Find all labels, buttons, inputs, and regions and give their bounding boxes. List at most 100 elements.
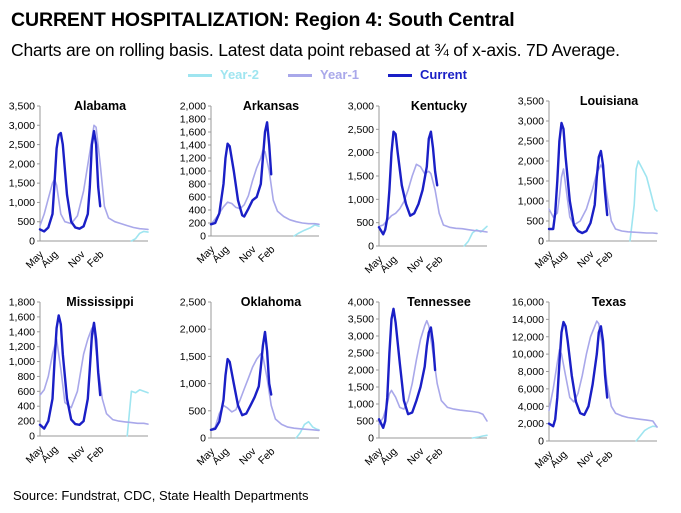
- series-line-current: [377, 130, 439, 236]
- y-tick-label: 600: [17, 386, 35, 398]
- y-tick-label: 0: [538, 436, 544, 448]
- y-tick-label: 4,000: [348, 297, 374, 309]
- y-tick-label: 400: [188, 205, 206, 217]
- y-tick-label: 500: [17, 216, 35, 228]
- y-tick-label: 10,000: [512, 349, 544, 361]
- series-line-current: [377, 307, 437, 429]
- y-tick-label: 500: [356, 217, 374, 229]
- series-line-year-1: [378, 163, 488, 233]
- y-tick-label: 0: [29, 431, 35, 443]
- chart-title: Tennessee: [407, 295, 471, 309]
- y-tick-label: 1,800: [180, 114, 206, 126]
- y-tick-label: 2,000: [518, 156, 544, 168]
- y-tick-label: 0: [538, 236, 544, 248]
- chart-title: Mississippi: [66, 295, 133, 309]
- y-tick-label: 1,000: [518, 196, 544, 208]
- y-tick-label: 3,000: [348, 101, 374, 113]
- x-tick-label: Aug: [378, 254, 400, 276]
- series-line-year-1: [39, 124, 149, 231]
- x-tick-label: Aug: [210, 446, 232, 468]
- page-title: CURRENT HOSPITALIZATION: Region 4: South…: [11, 9, 515, 31]
- chart-title: Arkansas: [243, 99, 299, 113]
- y-tick-label: 2,000: [348, 147, 374, 159]
- x-tick-label: Nov: [405, 253, 427, 275]
- x-tick-label: Feb: [85, 444, 106, 465]
- y-tick-label: 1,800: [9, 297, 35, 309]
- series-line-year-2: [130, 230, 149, 242]
- y-tick-label: 500: [356, 416, 374, 428]
- chart-alabama: 05001,0001,5002,0002,5003,0003,500MayAug…: [9, 99, 149, 271]
- y-tick-label: 8,000: [518, 366, 544, 378]
- y-tick-label: 500: [188, 405, 206, 417]
- series-line-year-2: [126, 389, 149, 437]
- y-tick-label: 1,200: [180, 153, 206, 165]
- y-tick-label: 1,400: [9, 326, 35, 338]
- y-tick-label: 3,500: [9, 101, 35, 113]
- y-tick-label: 2,000: [348, 365, 374, 377]
- x-tick-label: Aug: [548, 249, 570, 271]
- y-tick-label: 1,500: [518, 176, 544, 188]
- chart-tennessee: 05001,0001,5002,0002,5003,0003,5004,000M…: [348, 295, 488, 468]
- series-line-year-1: [548, 320, 658, 428]
- x-tick-label: Aug: [39, 249, 61, 271]
- y-tick-label: 2,500: [9, 139, 35, 151]
- x-tick-label: Nov: [237, 243, 259, 265]
- series-line-current: [209, 121, 273, 226]
- x-tick-label: Feb: [85, 249, 106, 270]
- series-line-year-2: [463, 225, 488, 247]
- y-tick-label: 1,600: [180, 127, 206, 139]
- y-tick-label: 1,500: [180, 351, 206, 363]
- chart-title: Kentucky: [411, 99, 467, 113]
- x-tick-label: Nov: [575, 448, 597, 470]
- series-line-year-2: [293, 224, 320, 237]
- y-tick-label: 2,500: [348, 348, 374, 360]
- x-tick-label: Nov: [66, 443, 88, 465]
- series-line-year-2: [635, 425, 658, 442]
- series-line-current: [547, 320, 609, 428]
- x-tick-label: Feb: [424, 254, 445, 275]
- y-tick-label: 1,000: [9, 197, 35, 209]
- y-tick-label: 0: [368, 241, 374, 253]
- y-tick-label: 0: [368, 433, 374, 445]
- x-tick-label: Nov: [237, 445, 259, 467]
- x-tick-label: Feb: [256, 446, 277, 467]
- x-tick-label: Aug: [39, 444, 61, 466]
- x-tick-label: Aug: [210, 244, 232, 266]
- chart-arkansas: 02004006008001,0001,2001,4001,6001,8002,…: [180, 99, 320, 266]
- y-tick-label: 500: [526, 216, 544, 228]
- y-tick-label: 3,000: [348, 331, 374, 343]
- y-tick-label: 1,000: [348, 194, 374, 206]
- y-tick-label: 600: [188, 192, 206, 204]
- y-tick-label: 3,500: [348, 314, 374, 326]
- y-tick-label: 3,000: [518, 116, 544, 128]
- x-tick-label: Nov: [66, 248, 88, 270]
- x-tick-label: Nov: [405, 445, 427, 467]
- x-tick-label: Feb: [256, 244, 277, 265]
- legend-label-year-1: Year-1: [320, 67, 360, 82]
- y-tick-label: 2,000: [518, 418, 544, 430]
- y-tick-label: 1,500: [348, 171, 374, 183]
- legend-swatch-year-1: [288, 74, 312, 77]
- series-line-year-2: [471, 434, 488, 439]
- chart-title: Oklahoma: [241, 295, 302, 309]
- y-tick-label: 4,000: [518, 401, 544, 413]
- chart-louisiana: 05001,0001,5002,0002,5003,0003,500MayAug…: [518, 94, 658, 271]
- chart-title: Texas: [592, 295, 627, 309]
- y-tick-label: 1,000: [180, 166, 206, 178]
- y-tick-label: 2,000: [180, 101, 206, 113]
- y-tick-label: 1,000: [9, 356, 35, 368]
- legend-label-year-2: Year-2: [220, 67, 260, 82]
- chart-texas: 0 2,000 4,000 6,000 8,000 10,000 12,000 14,000 1…: [512, 295, 658, 471]
- y-tick-label: 1,400: [180, 140, 206, 152]
- y-tick-label: 3,000: [9, 120, 35, 132]
- y-tick-label: 800: [188, 179, 206, 191]
- series-line-year-1: [378, 319, 488, 426]
- y-tick-label: 800: [17, 371, 35, 383]
- y-tick-label: 16,000: [512, 297, 544, 309]
- y-tick-label: 14,000: [512, 314, 544, 326]
- x-tick-label: Aug: [378, 446, 400, 468]
- y-tick-label: 1,500: [348, 382, 374, 394]
- y-tick-label: 2,500: [518, 136, 544, 148]
